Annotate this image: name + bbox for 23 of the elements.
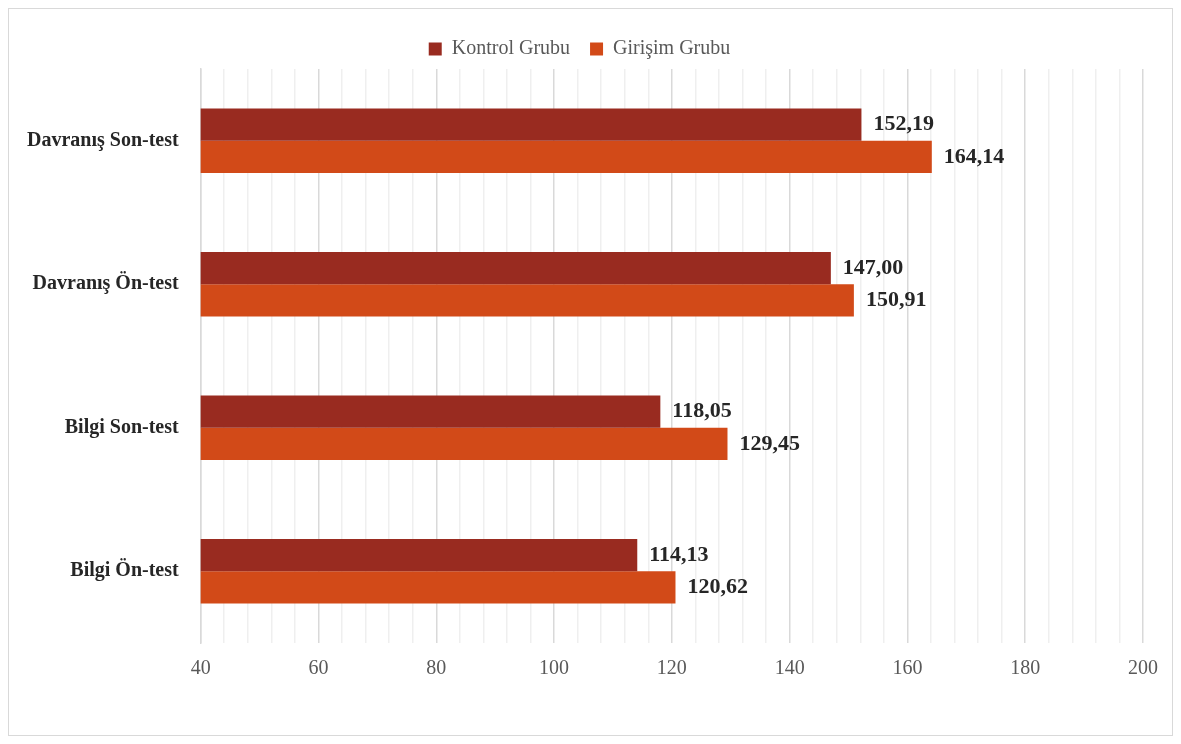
x-tick-label: 120 <box>656 656 687 679</box>
x-tick-label: 200 <box>1128 656 1158 679</box>
y-tick-label: Davranış Son-test <box>27 127 180 151</box>
data-label: 114,13 <box>649 540 709 566</box>
data-label: 152,19 <box>873 110 934 136</box>
legend-label: Girişim Grubu <box>613 36 731 60</box>
x-tick-label: 140 <box>774 656 805 679</box>
data-label: 147,00 <box>842 253 904 279</box>
x-tick-label: 100 <box>539 656 570 679</box>
data-label: 150,91 <box>865 286 927 312</box>
data-label: 120,62 <box>687 573 748 599</box>
data-label: 164,14 <box>943 142 1005 168</box>
y-tick-label: Bilgi Son-test <box>64 414 179 438</box>
y-tick-label: Bilgi Ön-test <box>70 558 179 582</box>
x-tick-label: 60 <box>308 656 329 679</box>
x-tick-label: 160 <box>892 656 923 679</box>
x-tick-label: 80 <box>426 656 447 679</box>
x-tick-label: 40 <box>190 656 211 679</box>
y-tick-label: Davranış Ön-test <box>32 271 179 295</box>
data-label: 118,05 <box>672 397 732 423</box>
x-tick-label: 180 <box>1010 656 1041 679</box>
data-label: 129,45 <box>739 429 800 455</box>
legend-label: Kontrol Grubu <box>451 36 571 59</box>
